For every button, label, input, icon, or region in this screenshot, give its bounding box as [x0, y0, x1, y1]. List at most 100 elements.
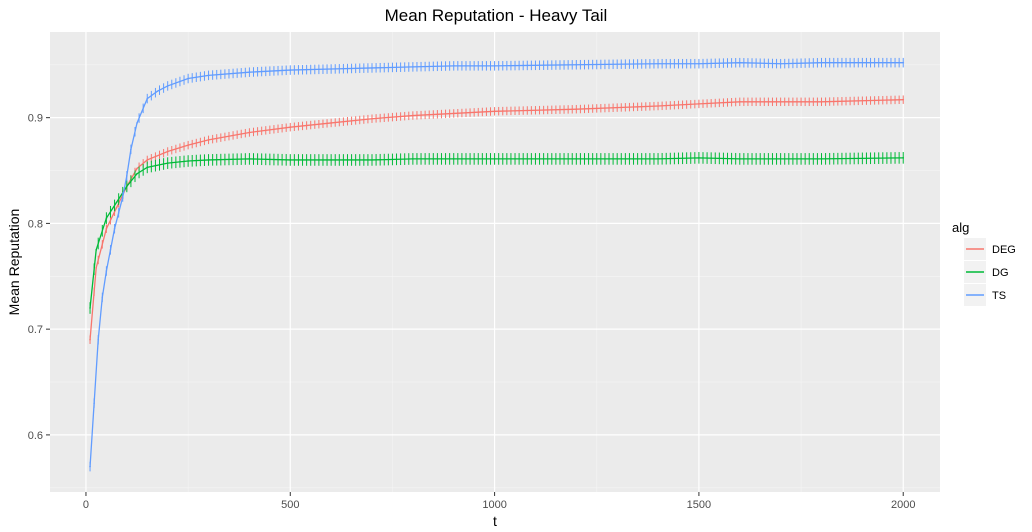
data-point-dg [166, 162, 169, 164]
data-point-ts [136, 122, 138, 124]
data-point-deg [289, 126, 292, 128]
data-point-ts [121, 196, 124, 198]
data-point-deg [698, 103, 700, 105]
data-point-deg [575, 108, 578, 110]
data-point-ts [113, 227, 116, 230]
data-point-ts [117, 212, 120, 214]
data-point-ts [452, 65, 455, 67]
data-point-ts [105, 270, 108, 272]
data-point-deg [187, 144, 189, 146]
data-point-dg [657, 158, 659, 160]
data-point-dg [330, 159, 332, 161]
data-point-ts [289, 69, 292, 71]
legend-title: alg [952, 220, 969, 235]
legend-item-ts: TS [964, 284, 1006, 306]
data-point-dg [207, 159, 210, 161]
data-point-dg [115, 201, 118, 204]
data-point-ts [248, 71, 251, 73]
data-point-ts [93, 402, 95, 404]
data-point-dg [187, 160, 189, 162]
data-point-ts [698, 62, 700, 65]
data-point-dg [371, 159, 373, 161]
data-point-dg [126, 185, 128, 188]
y-tick-label: 0.6 [28, 430, 43, 442]
data-point-dg [738, 158, 741, 160]
data-point-dg [95, 249, 97, 251]
data-point-ts [820, 61, 823, 64]
data-point-dg [289, 159, 292, 161]
data-point-dg [452, 158, 455, 160]
data-point-deg [166, 150, 169, 153]
data-point-ts [109, 249, 112, 251]
data-point-ts [101, 296, 104, 299]
x-tick-label: 500 [281, 499, 299, 511]
data-point-ts [738, 61, 741, 64]
chart-title: Mean Reputation - Heavy Tail [385, 6, 608, 25]
data-point-dg [493, 158, 496, 160]
data-point-deg [105, 227, 108, 230]
data-point-ts [146, 97, 149, 100]
y-tick-label: 0.7 [28, 324, 43, 336]
data-point-dg [136, 172, 138, 175]
data-point-dg [105, 217, 108, 219]
x-tick-label: 1500 [687, 499, 711, 511]
x-tick-label: 0 [83, 499, 89, 511]
data-point-deg [371, 117, 373, 120]
y-axis-title: Mean Reputation [6, 209, 22, 316]
legend-item-deg: DEG [964, 238, 1016, 260]
series-ts [89, 57, 905, 472]
data-point-deg [452, 112, 455, 115]
data-point-deg [89, 338, 91, 341]
data-point-deg [115, 206, 118, 209]
data-point-ts [902, 61, 905, 64]
data-point-ts [156, 90, 159, 93]
data-point-deg [95, 267, 97, 269]
data-point-dg [575, 158, 578, 160]
x-axis-title: t [493, 513, 497, 529]
data-point-dg [89, 307, 91, 309]
series-layer [89, 57, 905, 472]
data-point-deg [820, 100, 823, 103]
data-point-ts [330, 68, 332, 70]
data-point-ts [126, 175, 128, 177]
data-point-deg [412, 114, 414, 117]
data-point-deg [248, 131, 251, 134]
legend-label-ts: TS [992, 290, 1006, 302]
grid-major [50, 32, 940, 492]
axis-ticks: 0 500 1000 1500 2000 0.6 0.7 0.8 0.9 [28, 113, 916, 511]
data-point-ts [89, 465, 91, 468]
data-point-ts [130, 148, 132, 151]
data-point-ts [166, 85, 169, 87]
data-point-ts [187, 77, 189, 80]
data-point-dg [698, 157, 700, 159]
legend-item-dg: DG [964, 261, 1009, 283]
data-point-deg [146, 159, 149, 161]
data-point-deg [738, 100, 741, 103]
data-point-ts [779, 62, 782, 65]
y-tick-label: 0.9 [28, 113, 43, 125]
data-point-deg [902, 98, 905, 101]
data-point-deg [136, 167, 138, 170]
legend: alg DEG DG TS [952, 220, 1016, 306]
x-tick-label: 2000 [891, 499, 915, 511]
data-point-deg [330, 122, 332, 124]
data-point-dg [412, 158, 414, 160]
data-point-dg [248, 158, 251, 160]
data-point-ts [371, 67, 373, 69]
data-point-dg [820, 158, 823, 160]
data-point-ts [207, 74, 210, 77]
data-point-ts [657, 62, 659, 65]
data-point-deg [657, 105, 659, 107]
data-point-dg [902, 157, 905, 159]
data-point-ts [575, 63, 578, 66]
data-point-deg [493, 110, 496, 113]
x-tick-label: 1000 [482, 499, 506, 511]
series-deg [89, 95, 905, 344]
y-tick-label: 0.8 [28, 218, 43, 230]
data-point-ts [493, 65, 496, 67]
data-point-ts [412, 66, 414, 68]
legend-label-dg: DG [992, 267, 1009, 279]
legend-label-deg: DEG [992, 244, 1016, 256]
data-point-dg [146, 166, 149, 169]
